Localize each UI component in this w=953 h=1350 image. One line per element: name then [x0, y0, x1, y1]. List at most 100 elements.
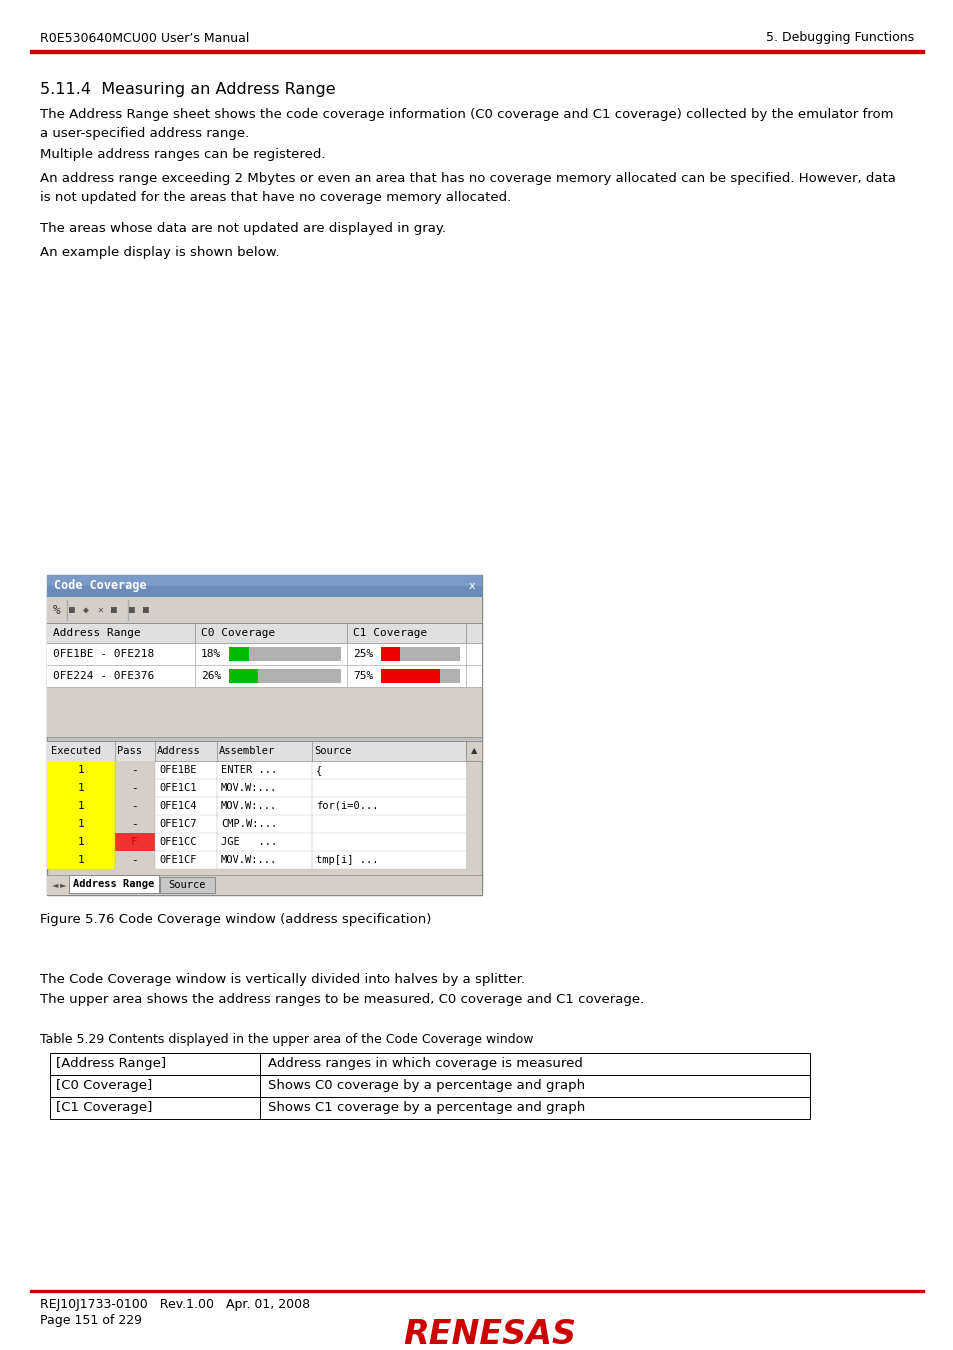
- Text: -: -: [131, 855, 137, 865]
- Text: 5. Debugging Functions: 5. Debugging Functions: [765, 31, 913, 45]
- Bar: [47, 597, 481, 622]
- Text: ◆: ◆: [83, 605, 89, 616]
- Text: Address Range: Address Range: [53, 628, 141, 639]
- Text: Address Range: Address Range: [73, 879, 154, 890]
- Bar: [47, 779, 465, 796]
- Bar: [47, 875, 481, 895]
- Bar: [257, 670, 340, 683]
- Text: ■: ■: [69, 605, 75, 616]
- Text: -: -: [131, 783, 137, 792]
- Text: ✕: ✕: [97, 605, 103, 616]
- Text: 1: 1: [77, 783, 84, 792]
- Bar: [47, 796, 465, 815]
- Text: Pass: Pass: [117, 747, 142, 756]
- Text: C1 Coverage: C1 Coverage: [353, 628, 427, 639]
- Text: R0E530640MCU00 User’s Manual: R0E530640MCU00 User’s Manual: [40, 31, 249, 45]
- Text: ▲: ▲: [470, 747, 476, 756]
- Text: x: x: [468, 580, 475, 591]
- Bar: [47, 643, 481, 666]
- Bar: [229, 647, 249, 662]
- Bar: [47, 575, 481, 586]
- Bar: [47, 815, 465, 833]
- Text: {: {: [315, 765, 322, 775]
- Bar: [229, 670, 257, 683]
- Bar: [47, 575, 481, 597]
- Bar: [47, 833, 465, 851]
- Text: tmp[i] ...: tmp[i] ...: [315, 855, 378, 865]
- Text: An example display is shown below.: An example display is shown below.: [40, 246, 279, 259]
- Bar: [160, 878, 214, 892]
- Text: JGE   ...: JGE ...: [221, 837, 277, 846]
- Text: The Address Range sheet shows the code coverage information (C0 coverage and C1 : The Address Range sheet shows the code c…: [40, 108, 893, 139]
- Text: Assembler: Assembler: [219, 747, 275, 756]
- Bar: [69, 875, 159, 892]
- Bar: [115, 833, 154, 851]
- Text: The Code Coverage window is vertically divided into halves by a splitter.: The Code Coverage window is vertically d…: [40, 973, 524, 985]
- Bar: [380, 647, 399, 662]
- Text: 0FE1BE: 0FE1BE: [159, 765, 196, 775]
- Text: ■: ■: [129, 605, 134, 616]
- Text: -: -: [131, 819, 137, 829]
- Bar: [47, 850, 465, 869]
- Text: ■: ■: [143, 605, 149, 616]
- Text: 0FE1CF: 0FE1CF: [159, 855, 196, 865]
- Text: CMP.W:...: CMP.W:...: [221, 819, 277, 829]
- Bar: [30, 1291, 923, 1292]
- Bar: [115, 815, 154, 833]
- Text: 0FE1BE - 0FE218: 0FE1BE - 0FE218: [53, 649, 154, 659]
- Text: [C1 Coverage]: [C1 Coverage]: [56, 1102, 152, 1115]
- Text: 0FE1C7: 0FE1C7: [159, 819, 196, 829]
- Bar: [115, 796, 154, 815]
- Bar: [47, 737, 481, 741]
- Bar: [115, 779, 154, 796]
- Text: MOV.W:...: MOV.W:...: [221, 783, 277, 792]
- Text: 5.11.4  Measuring an Address Range: 5.11.4 Measuring an Address Range: [40, 82, 335, 97]
- Bar: [47, 850, 115, 869]
- Text: F: F: [131, 837, 137, 846]
- Bar: [399, 647, 459, 662]
- Bar: [439, 670, 459, 683]
- Bar: [47, 687, 481, 737]
- Text: The upper area shows the address ranges to be measured, C0 coverage and C1 cover: The upper area shows the address ranges …: [40, 994, 643, 1006]
- Text: C0 Coverage: C0 Coverage: [201, 628, 275, 639]
- Text: Shows C0 coverage by a percentage and graph: Shows C0 coverage by a percentage and gr…: [268, 1080, 584, 1092]
- Text: Executed: Executed: [51, 747, 101, 756]
- Text: ENTER ...: ENTER ...: [221, 765, 277, 775]
- Text: 1: 1: [77, 855, 84, 865]
- Text: ■: ■: [111, 605, 117, 616]
- Text: Source: Source: [314, 747, 351, 756]
- Text: 75%: 75%: [353, 671, 373, 680]
- Text: [C0 Coverage]: [C0 Coverage]: [56, 1080, 152, 1092]
- Bar: [50, 1075, 809, 1098]
- Text: RENESAS: RENESAS: [403, 1318, 576, 1350]
- Text: Figure 5.76 Code Coverage window (address specification): Figure 5.76 Code Coverage window (addres…: [40, 913, 431, 926]
- Text: MOV.W:...: MOV.W:...: [221, 855, 277, 865]
- Bar: [47, 741, 481, 761]
- Text: [Address Range]: [Address Range]: [56, 1057, 166, 1071]
- Text: 0FE1C1: 0FE1C1: [159, 783, 196, 792]
- Text: Source: Source: [168, 880, 206, 890]
- Text: Shows C1 coverage by a percentage and graph: Shows C1 coverage by a percentage and gr…: [268, 1102, 584, 1115]
- Bar: [47, 833, 115, 851]
- Bar: [465, 741, 481, 761]
- Text: Address ranges in which coverage is measured: Address ranges in which coverage is meas…: [268, 1057, 582, 1071]
- Text: 1: 1: [77, 819, 84, 829]
- Bar: [47, 622, 481, 643]
- Bar: [47, 815, 115, 833]
- Bar: [47, 779, 115, 796]
- Text: 0FE1C4: 0FE1C4: [159, 801, 196, 811]
- Text: -: -: [131, 801, 137, 811]
- Text: 1: 1: [77, 837, 84, 846]
- Text: 26%: 26%: [201, 671, 221, 680]
- Text: -: -: [131, 765, 137, 775]
- Text: An address range exceeding 2 Mbytes or even an area that has no coverage memory : An address range exceeding 2 Mbytes or e…: [40, 171, 895, 204]
- Bar: [50, 1053, 809, 1075]
- Bar: [47, 575, 481, 895]
- Text: ◄: ◄: [52, 880, 58, 890]
- Text: The areas whose data are not updated are displayed in gray.: The areas whose data are not updated are…: [40, 221, 446, 235]
- Bar: [47, 796, 115, 815]
- Text: Table 5.29 Contents displayed in the upper area of the Code Coverage window: Table 5.29 Contents displayed in the upp…: [40, 1033, 533, 1046]
- Bar: [47, 761, 115, 779]
- Bar: [47, 666, 481, 687]
- Text: 0FE1CC: 0FE1CC: [159, 837, 196, 846]
